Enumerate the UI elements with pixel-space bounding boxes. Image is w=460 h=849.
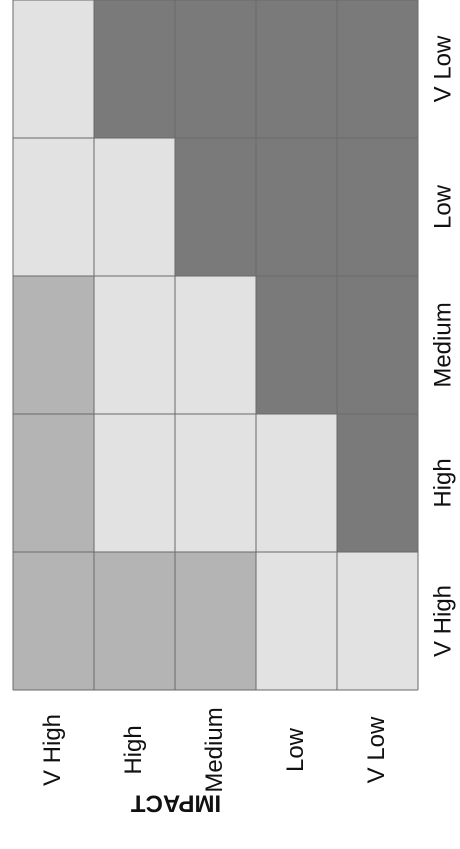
cell-likelihood-medium-impact-v-high <box>13 276 94 414</box>
cell-likelihood-low-impact-low <box>256 138 337 276</box>
cell-likelihood-low-impact-high <box>94 138 175 276</box>
cell-likelihood-medium-impact-v-low <box>337 276 418 414</box>
cell-likelihood-v-low-impact-high <box>94 0 175 138</box>
cell-likelihood-v-low-impact-low <box>256 0 337 138</box>
cell-likelihood-low-impact-v-low <box>337 138 418 276</box>
impact-label-v-low: V Low <box>363 716 390 783</box>
cell-likelihood-low-impact-v-high <box>13 138 94 276</box>
cell-likelihood-low-impact-medium <box>175 138 256 276</box>
cell-likelihood-high-impact-v-low <box>337 414 418 552</box>
impact-label-low: Low <box>282 727 309 772</box>
cell-likelihood-high-impact-v-high <box>13 414 94 552</box>
impact-label-medium: Medium <box>201 707 228 792</box>
cell-likelihood-high-impact-medium <box>175 414 256 552</box>
cell-likelihood-v-high-impact-medium <box>175 552 256 690</box>
heatmap-gridlines <box>12 0 419 691</box>
impact-label-v-high: V High <box>39 714 66 786</box>
cell-likelihood-v-high-impact-high <box>94 552 175 690</box>
cell-likelihood-high-impact-low <box>256 414 337 552</box>
likelihood-label-v-low: V Low <box>429 35 456 102</box>
impact-label-high: High <box>120 725 147 774</box>
likelihood-label-medium: Medium <box>429 302 456 387</box>
cell-likelihood-medium-impact-high <box>94 276 175 414</box>
likelihood-label-v-high: V High <box>429 585 456 657</box>
impact-tick-labels: V High High Medium Low V Low <box>39 707 390 792</box>
cell-likelihood-v-low-impact-medium <box>175 0 256 138</box>
likelihood-tick-labels: V Low Low Medium High V High <box>429 35 456 657</box>
likelihood-label-high: High <box>429 458 456 507</box>
cell-likelihood-v-low-impact-v-low <box>337 0 418 138</box>
cell-likelihood-v-high-impact-low <box>256 552 337 690</box>
cell-likelihood-v-high-impact-v-low <box>337 552 418 690</box>
heatmap-cells <box>13 0 418 690</box>
cell-likelihood-high-impact-high <box>94 414 175 552</box>
cell-likelihood-v-high-impact-v-high <box>13 552 94 690</box>
cell-likelihood-medium-impact-low <box>256 276 337 414</box>
likelihood-label-low: Low <box>429 184 456 229</box>
cell-likelihood-medium-impact-medium <box>175 276 256 414</box>
impact-axis-title: IMPACT <box>131 790 222 817</box>
cell-likelihood-v-low-impact-v-high <box>13 0 94 138</box>
